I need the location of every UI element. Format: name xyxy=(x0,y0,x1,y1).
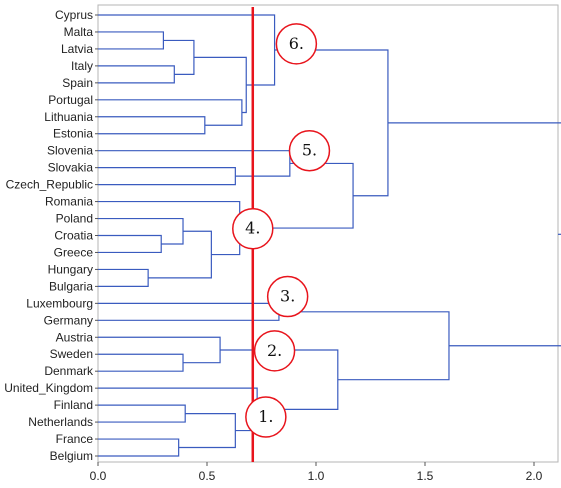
plot-frame xyxy=(97,4,559,463)
merge-link-1 xyxy=(98,31,164,50)
merge-link-2 xyxy=(98,65,175,84)
leaf-label-croatia: Croatia xyxy=(54,229,93,243)
cluster-marker: 5. xyxy=(288,129,331,172)
x-tick-label: 1.5 xyxy=(417,469,434,483)
leaf-label-estonia: Estonia xyxy=(53,127,93,141)
leaf-label-germany: Germany xyxy=(44,313,93,327)
merge-link-6 xyxy=(193,56,247,114)
cluster-marker: 3. xyxy=(266,275,309,318)
leaf-label-malta: Malta xyxy=(64,25,94,39)
leaf-label-latvia: Latvia xyxy=(61,42,93,56)
cluster-marker-label: 5. xyxy=(302,141,317,160)
cluster-marker: 2. xyxy=(253,330,296,372)
merge-link-16 xyxy=(274,49,389,197)
cluster-marker-label: 1. xyxy=(258,407,273,426)
leaf-label-greece: Greece xyxy=(54,245,94,259)
leaf-label-slovakia: Slovakia xyxy=(48,161,94,175)
leaf-label-finland: Finland xyxy=(54,398,93,412)
leaf-label-france: France xyxy=(56,432,94,446)
cluster-marker-label: 6. xyxy=(289,34,304,53)
cluster-marker: 1. xyxy=(245,396,287,438)
cluster-marker-circle xyxy=(275,23,318,65)
leaf-label-romania: Romania xyxy=(45,195,93,209)
cluster-marker-circle xyxy=(245,396,287,438)
merge-link-22 xyxy=(98,387,258,432)
leaf-label-austria: Austria xyxy=(56,330,94,344)
cluster-marker-label: 4. xyxy=(245,219,260,238)
merge-link-13 xyxy=(148,230,212,279)
leaf-label-denmark: Denmark xyxy=(44,364,94,378)
leaf-label-spain: Spain xyxy=(62,76,93,90)
cluster-marker-circle xyxy=(253,330,296,372)
merge-link-20 xyxy=(98,438,180,457)
merge-link-17 xyxy=(98,353,184,372)
merge-link-9 xyxy=(98,150,291,177)
leaf-label-belgium: Belgium xyxy=(50,449,93,463)
leaf-label-bulgaria: Bulgaria xyxy=(49,279,93,293)
leaf-label-sweden: Sweden xyxy=(50,347,93,361)
cluster-marker-circle xyxy=(288,129,331,172)
cluster-marker-circle xyxy=(266,275,309,318)
merge-link-19 xyxy=(98,404,186,423)
leaf-label-poland: Poland xyxy=(56,212,93,226)
merge-link-8 xyxy=(98,167,236,186)
leaf-label-lithuania: Lithuania xyxy=(44,110,93,124)
cluster-marker: 6. xyxy=(275,23,318,65)
merge-link-10 xyxy=(98,234,162,254)
merge-link-26 xyxy=(387,122,561,347)
leaf-label-czech_republic: Czech_Republic xyxy=(6,178,93,192)
merge-link-21 xyxy=(178,412,236,449)
x-tick-label: 1.0 xyxy=(308,469,325,483)
leaf-label-hungary: Hungary xyxy=(48,262,93,276)
merge-link-25 xyxy=(278,311,450,381)
leaf-label-cyprus: Cyprus xyxy=(55,8,93,22)
leaf-label-luxembourg: Luxembourg xyxy=(26,296,93,310)
merge-link-14 xyxy=(98,200,241,256)
cluster-marker-circle xyxy=(232,207,274,250)
leaf-label-portugal: Portugal xyxy=(48,93,93,107)
x-tick-label: 0.5 xyxy=(199,469,216,483)
cluster-marker: 4. xyxy=(232,207,274,250)
cluster-marker-label: 3. xyxy=(280,287,295,306)
merge-link-12 xyxy=(98,268,149,287)
merge-link-4 xyxy=(98,116,206,135)
merge-link-11 xyxy=(98,217,184,245)
cluster-marker-label: 2. xyxy=(267,341,282,360)
leaf-label-slovenia: Slovenia xyxy=(47,144,93,158)
leaf-label-united_kingdom: United_Kingdom xyxy=(4,381,93,395)
x-tick-label: 2.0 xyxy=(526,469,543,483)
merge-link-3 xyxy=(163,39,195,75)
merge-link-5 xyxy=(98,99,243,126)
x-tick-label: 0.0 xyxy=(90,469,107,483)
leaf-label-italy: Italy xyxy=(71,59,93,73)
merge-link-18 xyxy=(98,336,221,364)
leaf-label-netherlands: Netherlands xyxy=(28,415,93,429)
